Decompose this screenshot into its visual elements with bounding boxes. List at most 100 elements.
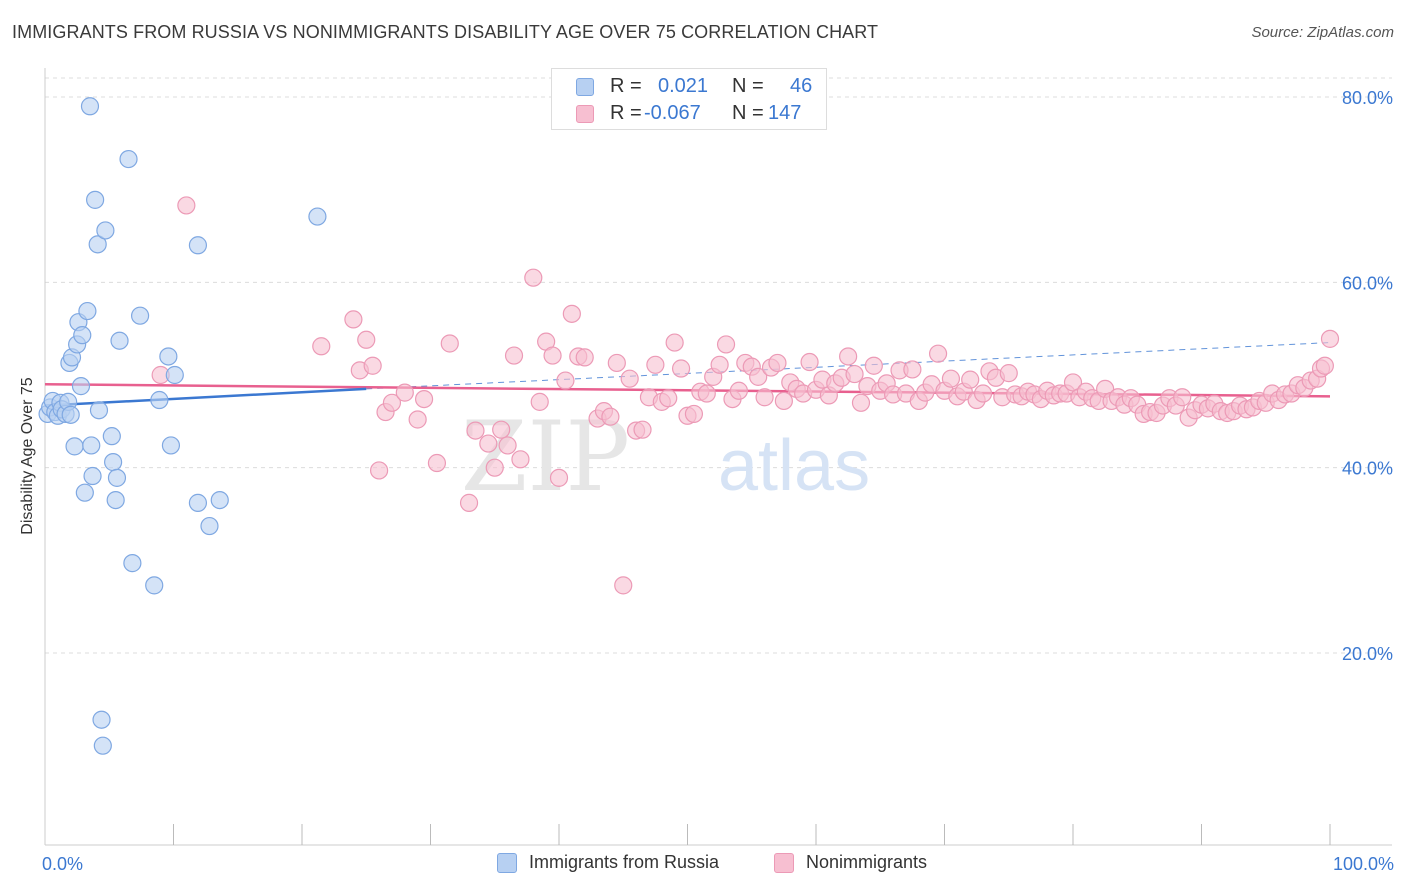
data-point-nonimmigrants bbox=[607, 353, 626, 373]
data-point-nonimmigrants bbox=[479, 434, 498, 453]
data-point-nonimmigrants bbox=[973, 384, 993, 403]
data-point-nonimmigrants bbox=[504, 346, 524, 365]
data-point-nonimmigrants bbox=[395, 383, 414, 402]
data-point-russia bbox=[75, 483, 94, 502]
data-point-nonimmigrants bbox=[729, 381, 749, 400]
data-point-nonimmigrants bbox=[414, 389, 434, 409]
data-point-russia bbox=[107, 468, 127, 487]
data-point-nonimmigrants bbox=[440, 334, 459, 353]
data-point-russia bbox=[92, 710, 111, 729]
data-point-russia bbox=[80, 97, 100, 116]
legend-swatch-pink bbox=[774, 853, 794, 873]
data-point-russia bbox=[145, 576, 164, 595]
data-point-nonimmigrants bbox=[511, 450, 530, 469]
axes bbox=[44, 68, 1392, 846]
data-point-nonimmigrants bbox=[614, 576, 633, 595]
data-point-nonimmigrants bbox=[556, 371, 575, 390]
r-value: 0.021 bbox=[658, 75, 709, 97]
data-point-nonimmigrants bbox=[864, 356, 883, 375]
data-point-nonimmigrants bbox=[941, 369, 961, 388]
data-point-russia bbox=[210, 491, 229, 510]
data-point-russia bbox=[110, 331, 129, 350]
data-point-nonimmigrants bbox=[928, 344, 948, 363]
chart-title: IMMIGRANTS FROM RUSSIA VS NONIMMIGRANTS … bbox=[12, 22, 879, 42]
y-tick-label: 60.0% bbox=[1342, 273, 1393, 293]
data-point-nonimmigrants bbox=[839, 347, 858, 366]
data-point-nonimmigrants bbox=[543, 346, 562, 365]
data-point-nonimmigrants bbox=[427, 453, 447, 473]
data-point-russia bbox=[123, 554, 142, 573]
data-point-nonimmigrants bbox=[620, 369, 639, 388]
watermark: ZIP atlas bbox=[461, 401, 870, 513]
source-label: Source: ZipAtlas.com bbox=[1251, 24, 1394, 41]
data-point-russia bbox=[308, 207, 327, 226]
data-point-nonimmigrants bbox=[903, 360, 922, 379]
x-tick-label: 100.0% bbox=[1333, 854, 1394, 874]
data-point-russia bbox=[102, 427, 121, 446]
data-point-russia bbox=[150, 390, 169, 410]
y-tick-label: 20.0% bbox=[1342, 644, 1393, 664]
data-point-nonimmigrants bbox=[562, 304, 581, 323]
x-tick-label: 0.0% bbox=[42, 854, 83, 874]
legend-swatch-blue bbox=[576, 78, 594, 96]
data-point-nonimmigrants bbox=[530, 392, 549, 411]
r-label: R = bbox=[610, 102, 642, 124]
trend-line-russia-dashed bbox=[366, 342, 1331, 390]
data-point-nonimmigrants bbox=[382, 393, 402, 412]
data-point-russia bbox=[83, 466, 102, 486]
data-point-russia bbox=[104, 453, 123, 472]
data-point-nonimmigrants bbox=[363, 356, 382, 375]
r-value: -0.067 bbox=[644, 102, 701, 124]
data-point-russia bbox=[78, 301, 97, 321]
correlation-legend: R = 0.021 N = 46 R = -0.067 N = 147 bbox=[551, 68, 827, 130]
data-point-nonimmigrants bbox=[459, 493, 479, 512]
data-point-nonimmigrants bbox=[800, 352, 819, 372]
data-point-nonimmigrants bbox=[344, 310, 363, 329]
data-point-nonimmigrants bbox=[1320, 329, 1340, 348]
legend-swatch-pink bbox=[576, 105, 594, 123]
data-point-nonimmigrants bbox=[749, 367, 768, 386]
data-point-russia bbox=[65, 437, 84, 456]
legend-swatch-blue bbox=[497, 853, 517, 873]
data-point-russia bbox=[86, 190, 105, 209]
data-point-nonimmigrants bbox=[549, 468, 569, 487]
data-point-nonimmigrants bbox=[575, 348, 594, 367]
data-point-nonimmigrants bbox=[710, 355, 729, 374]
data-point-nonimmigrants bbox=[851, 393, 871, 412]
data-point-nonimmigrants bbox=[961, 370, 980, 389]
data-point-russia bbox=[188, 236, 208, 255]
data-point-nonimmigrants bbox=[768, 353, 787, 373]
data-point-russia bbox=[82, 436, 101, 455]
data-point-russia bbox=[96, 221, 115, 240]
data-point-nonimmigrants bbox=[665, 333, 684, 352]
data-point-russia bbox=[159, 347, 178, 366]
data-point-nonimmigrants bbox=[177, 196, 196, 215]
data-point-russia bbox=[165, 365, 184, 385]
data-point-nonimmigrants bbox=[684, 404, 704, 424]
data-point-russia bbox=[130, 306, 150, 325]
data-point-russia bbox=[188, 493, 208, 512]
data-point-nonimmigrants bbox=[1173, 388, 1192, 407]
y-tick-label: 80.0% bbox=[1342, 88, 1393, 108]
data-point-nonimmigrants bbox=[357, 330, 376, 349]
data-point-russia bbox=[93, 736, 112, 755]
data-point-nonimmigrants bbox=[845, 364, 864, 384]
legend-label: Immigrants from Russia bbox=[529, 852, 720, 872]
tick-labels: 20.0% 40.0% 60.0% 80.0% 0.0% 100.0% bbox=[42, 88, 1394, 874]
data-point-russia bbox=[161, 436, 181, 455]
data-point-nonimmigrants bbox=[498, 436, 517, 455]
data-point-russia bbox=[73, 326, 92, 345]
data-point-nonimmigrants bbox=[1315, 356, 1334, 375]
data-point-nonimmigrants bbox=[646, 355, 665, 374]
data-point-russia bbox=[71, 377, 91, 396]
data-point-nonimmigrants bbox=[716, 335, 736, 354]
data-point-russia bbox=[61, 405, 80, 424]
watermark-atlas: atlas bbox=[718, 426, 870, 506]
data-point-nonimmigrants bbox=[524, 268, 543, 287]
data-point-nonimmigrants bbox=[466, 421, 485, 440]
data-point-russia bbox=[106, 491, 125, 510]
data-point-nonimmigrants bbox=[408, 410, 427, 429]
data-point-nonimmigrants bbox=[774, 391, 793, 411]
data-point-russia bbox=[119, 149, 138, 169]
